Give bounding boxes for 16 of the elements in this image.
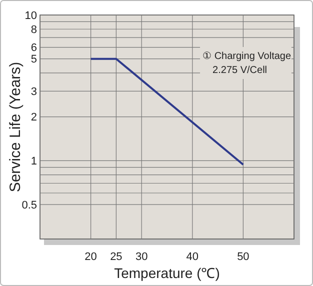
x-axis-title: Temperature (℃) — [114, 265, 220, 281]
y-tick-label: 0.5 — [22, 199, 37, 212]
x-tick-label: 30 — [135, 251, 148, 263]
annotation: ① Charging Voltage 2.275 V/Cell — [202, 51, 292, 76]
x-tick-label: 25 — [110, 251, 122, 263]
y-tick-label: 1 — [30, 156, 37, 168]
y-tick-label: 6 — [30, 42, 37, 54]
x-tick-label: 40 — [186, 251, 199, 263]
y-tick-label: 8 — [30, 24, 37, 36]
y-axis-title: Service Life (Years) — [7, 62, 24, 192]
y-tick-label: 5 — [30, 54, 37, 66]
y-tick-label: 2 — [30, 112, 37, 124]
y-tick-label: 10 — [24, 10, 37, 22]
x-tick-label: 50 — [237, 251, 250, 263]
y-tick-label: 3 — [30, 86, 37, 98]
x-tick-label: 20 — [84, 251, 97, 263]
